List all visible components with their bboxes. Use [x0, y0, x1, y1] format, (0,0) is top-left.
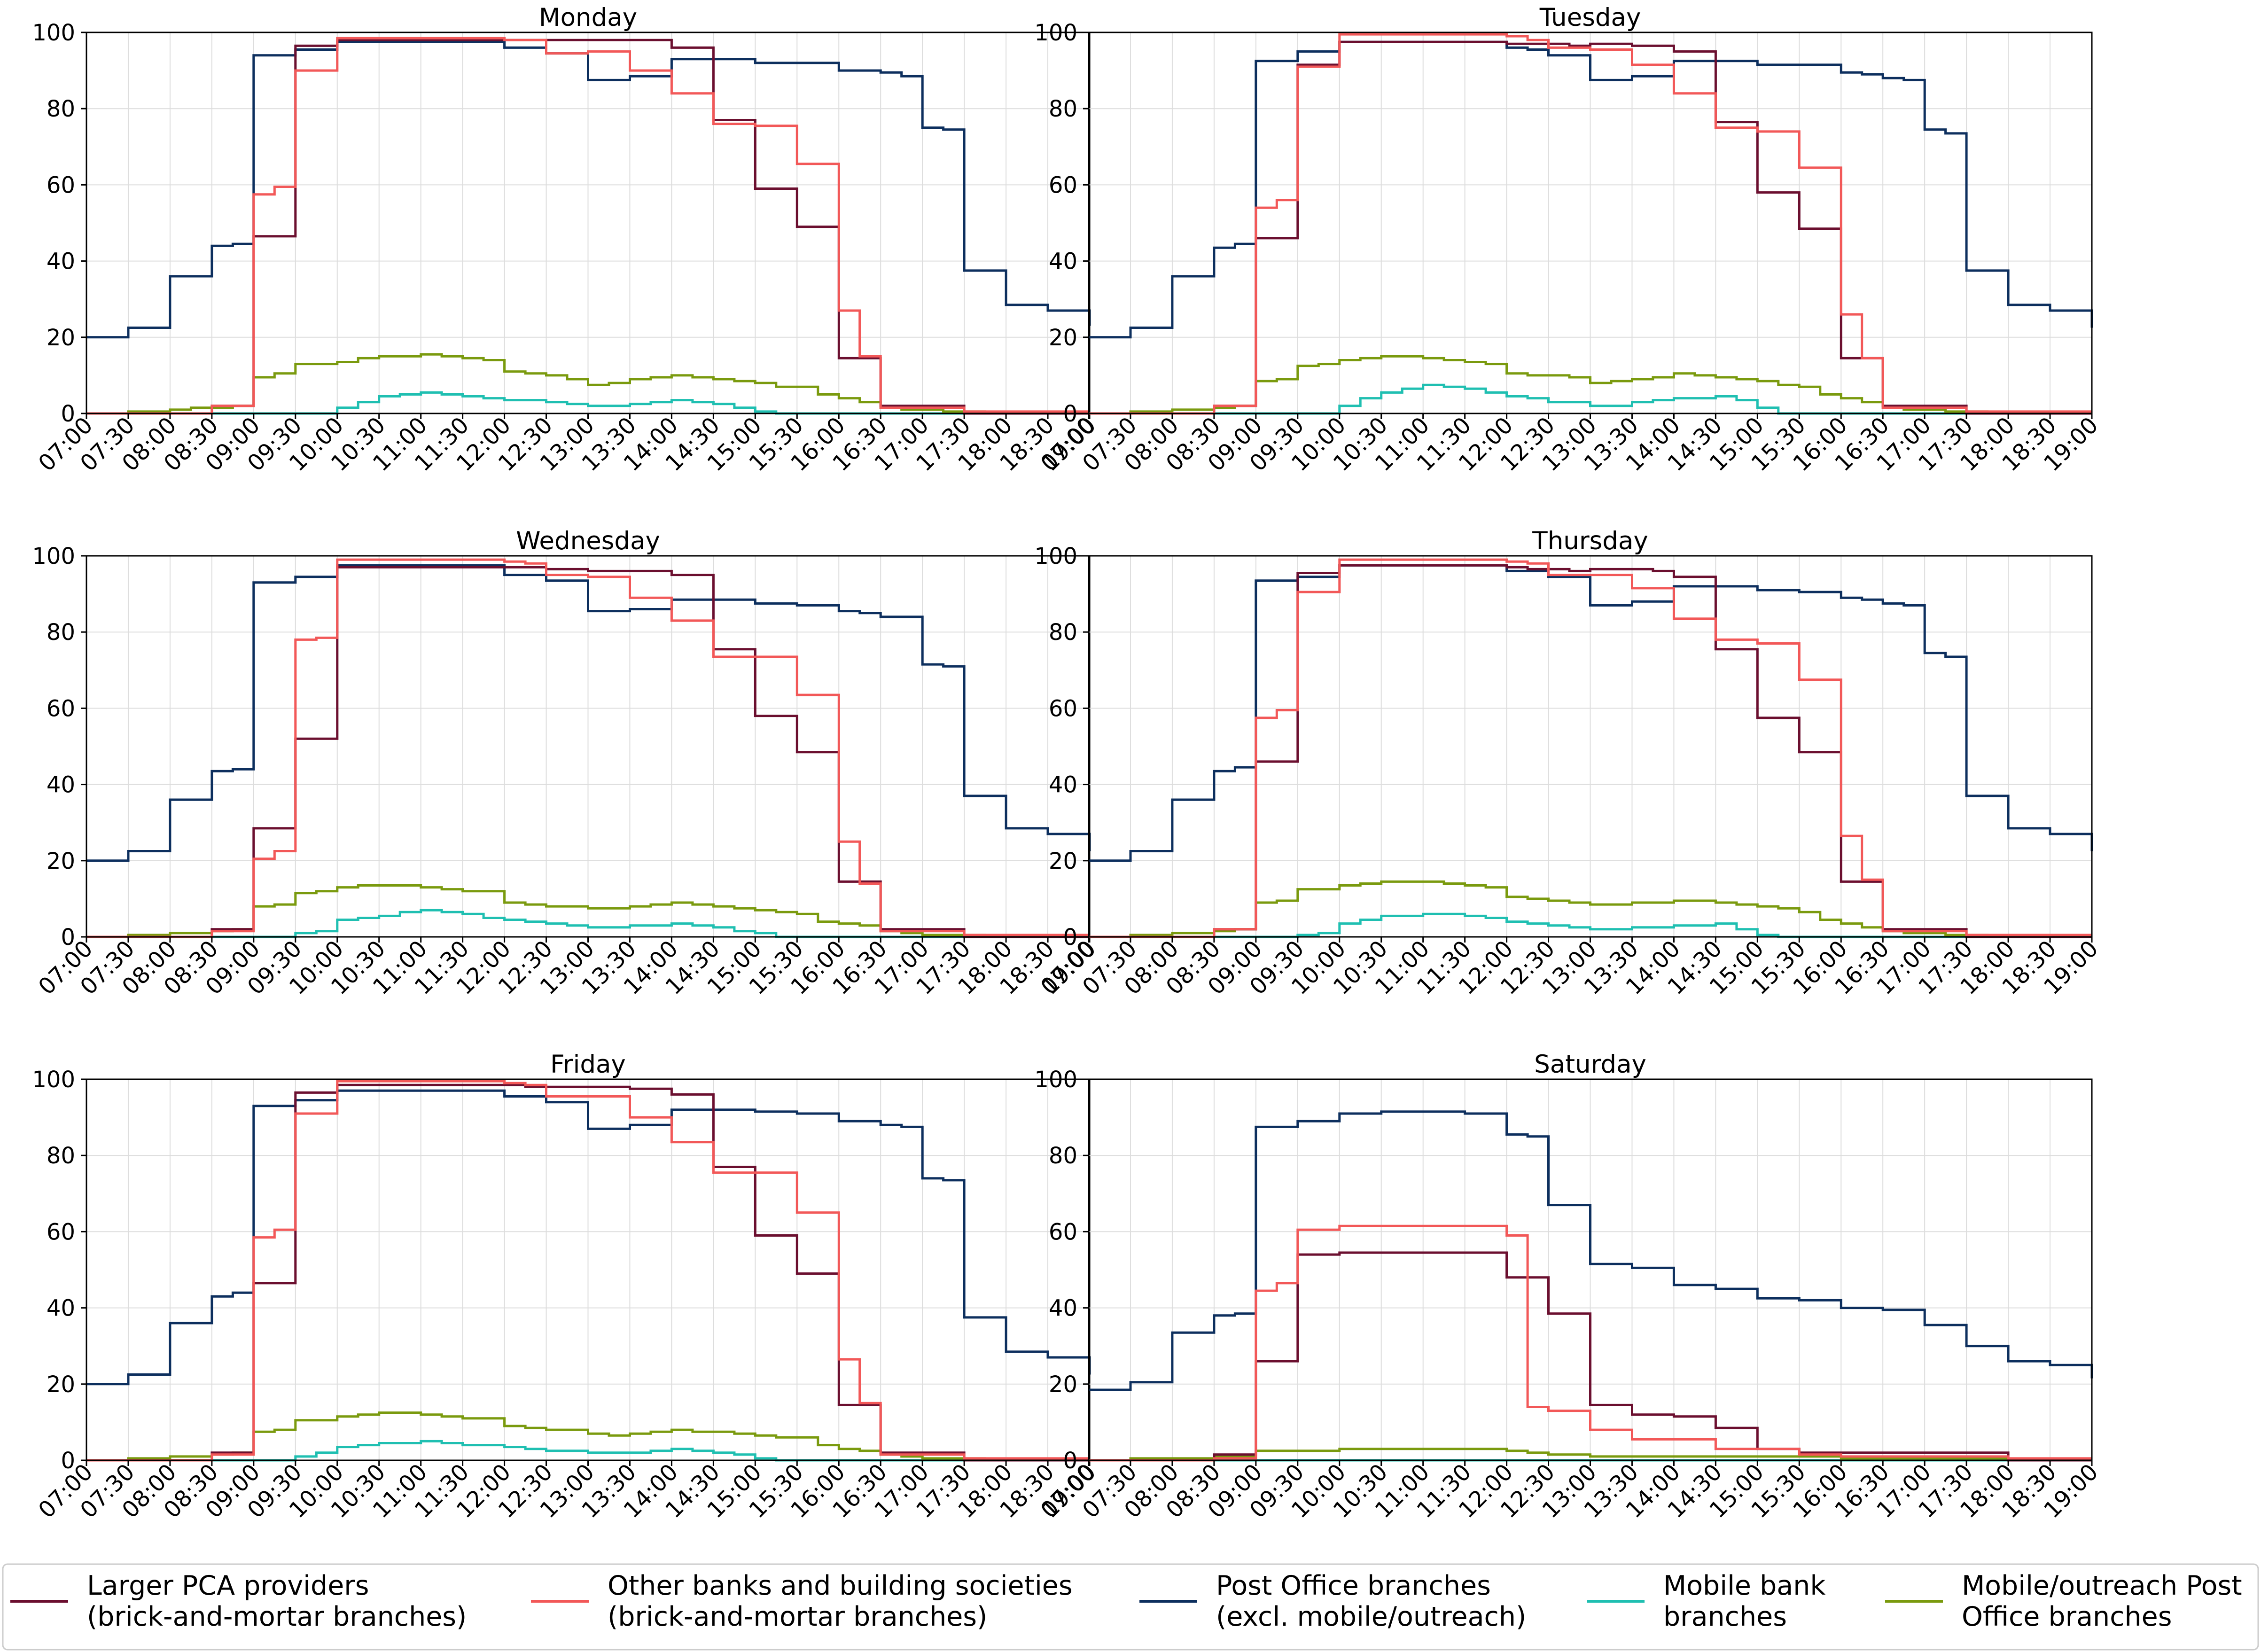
y-tick-label: 40	[47, 249, 75, 275]
legend-label-post-office-line2: (excl. mobile/outreach)	[1216, 1601, 1526, 1632]
y-tick-label: 60	[47, 1219, 75, 1245]
legend-label-other-banks-line2: (brick-and-mortar branches)	[608, 1601, 987, 1632]
panels-container: Monday02040608010007:0007:3008:0008:3009…	[32, 3, 2103, 1523]
y-tick-label: 0	[61, 924, 75, 951]
y-tick-label: 0	[61, 1448, 75, 1474]
y-tick-label: 40	[47, 1295, 75, 1322]
y-tick-label: 0	[1063, 924, 1077, 951]
y-tick-label: 0	[1063, 1448, 1077, 1474]
series-line-post-office	[86, 40, 1091, 339]
legend: Larger PCA providers (brick-and-mortar b…	[2, 1563, 2259, 1651]
series-line-other-banks	[1089, 33, 2092, 415]
panel-thursday: Thursday02040608010007:0007:3008:0008:30…	[1034, 527, 2103, 1000]
y-tick-label: 80	[1049, 619, 1077, 646]
y-tick-label: 60	[47, 695, 75, 722]
series-line-other-banks	[1089, 1224, 2092, 1462]
y-tick-label: 100	[32, 20, 75, 46]
y-tick-label: 100	[32, 1067, 75, 1093]
y-tick-label: 80	[47, 619, 75, 646]
series-line-mobile-po	[1089, 1448, 2092, 1462]
y-tick-label: 100	[1034, 20, 1077, 46]
series-line-larger-pca	[86, 566, 1090, 938]
y-tick-label: 20	[47, 1371, 75, 1398]
legend-entry-other-banks: Other banks and building societies (bric…	[531, 1570, 1073, 1632]
panel-title: Tuesday	[1539, 3, 1641, 32]
y-tick-label: 60	[1049, 172, 1077, 198]
panel-saturday: Saturday02040608010007:0007:3008:0008:30…	[1034, 1050, 2103, 1523]
panel-friday: Friday02040608010007:0007:3008:0008:3009…	[32, 1050, 1101, 1523]
y-tick-label: 60	[47, 172, 75, 198]
series-line-larger-pca	[86, 1083, 1090, 1462]
y-tick-label: 20	[1049, 325, 1077, 351]
legend-label-mobile-po-line1: Mobile/outreach Post	[1962, 1570, 2242, 1601]
series-line-other-banks	[86, 37, 1090, 415]
panel-title: Thursday	[1532, 527, 1648, 555]
legend-label-mobile-bank-line2: branches	[1663, 1601, 1787, 1632]
y-tick-label: 100	[1034, 1067, 1077, 1093]
y-tick-label: 20	[1049, 1371, 1077, 1398]
panel-monday: Monday02040608010007:0007:3008:0008:3009…	[32, 3, 1101, 476]
y-tick-label: 80	[47, 96, 75, 122]
series-line-post-office	[1089, 1110, 2093, 1391]
panel-title: Monday	[539, 3, 637, 32]
legend-label-larger-pca-line2: (brick-and-mortar branches)	[87, 1601, 467, 1632]
y-tick-label: 40	[1049, 249, 1077, 275]
legend-label-other-banks-line1: Other banks and building societies	[608, 1570, 1073, 1601]
y-tick-label: 20	[1049, 848, 1077, 874]
legend-frame	[2, 1563, 2259, 1651]
y-tick-label: 40	[47, 772, 75, 798]
series-line-larger-pca	[1089, 564, 2092, 938]
y-tick-label: 0	[1063, 401, 1077, 427]
series-line-post-office	[86, 564, 1091, 862]
series-line-larger-pca	[1089, 40, 2092, 415]
series-line-other-banks	[1089, 558, 2092, 938]
panel-wednesday: Wednesday02040608010007:0007:3008:0008:3…	[32, 527, 1101, 1000]
y-tick-label: 20	[47, 325, 75, 351]
series-line-larger-pca	[1089, 1251, 2092, 1462]
y-tick-label: 80	[1049, 1143, 1077, 1169]
legend-entry-post-office: Post Office branches (excl. mobile/outre…	[1139, 1570, 1526, 1632]
panel-title: Friday	[550, 1050, 626, 1079]
y-tick-label: 100	[1034, 543, 1077, 569]
panel-title: Wednesday	[516, 527, 660, 555]
y-tick-label: 60	[1049, 1219, 1077, 1245]
y-tick-label: 80	[1049, 96, 1077, 122]
series-line-other-banks	[86, 558, 1090, 938]
legend-label-larger-pca-line1: Larger PCA providers	[87, 1570, 369, 1601]
legend-label-post-office-line1: Post Office branches	[1216, 1570, 1491, 1601]
legend-entry-larger-pca: Larger PCA providers (brick-and-mortar b…	[10, 1570, 467, 1632]
series-line-other-banks	[86, 1080, 1090, 1462]
y-tick-label: 100	[32, 543, 75, 569]
panel-title: Saturday	[1534, 1050, 1646, 1079]
legend-entry-mobile-po: Mobile/outreach Post Office branches	[1885, 1570, 2242, 1632]
legend-label-mobile-po-line2: Office branches	[1962, 1601, 2172, 1632]
legend-entry-mobile-bank: Mobile bank branches	[1587, 1570, 1825, 1632]
series-line-post-office	[86, 1089, 1091, 1386]
y-tick-label: 40	[1049, 1295, 1077, 1322]
y-tick-label: 80	[47, 1143, 75, 1169]
y-tick-label: 40	[1049, 772, 1077, 798]
y-tick-label: 0	[61, 401, 75, 427]
y-tick-label: 60	[1049, 695, 1077, 722]
panel-tuesday: Tuesday02040608010007:0007:3008:0008:300…	[1034, 3, 2103, 476]
legend-label-mobile-bank-line1: Mobile bank	[1663, 1570, 1825, 1601]
y-tick-label: 20	[47, 848, 75, 874]
